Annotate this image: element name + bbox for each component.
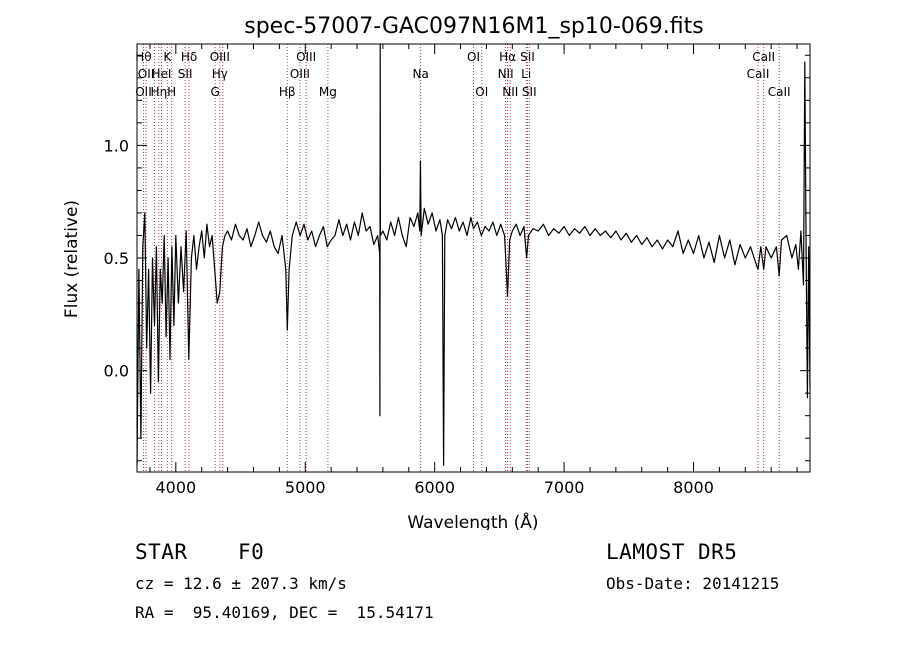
spectral-line-label: K — [163, 50, 172, 64]
spectral-line-label: Li — [521, 67, 531, 81]
spectral-line-label: G — [211, 85, 220, 99]
y-tick-label: 1.0 — [104, 136, 129, 155]
spectral-line-label: SII — [520, 50, 535, 64]
spectrum-chart: spec-57007-GAC097N16M1_sp10-069.fits Hθ O… — [62, 14, 811, 530]
axes: 4000 5000 6000 7000 8000 0.0 0.5 1.0 — [104, 44, 810, 497]
coordinates: RA = 95.40169, DEC = 15.54171 — [135, 603, 434, 622]
spectral-line-label: OI — [475, 85, 488, 99]
spectral-line-label: CaII — [752, 50, 775, 64]
spectral-line-label: Na — [413, 67, 429, 81]
spectral-line-label: CaII — [747, 67, 770, 81]
spectral-line-label: HeI — [151, 67, 171, 81]
spectral-line-label: NII — [502, 85, 518, 99]
spectral-line-label: SII — [178, 67, 193, 81]
spectral-line-markers: HθOIIOIIHηHeIKHSIIHδGOIIIHγHβOIIIOIIIMgN… — [135, 44, 791, 472]
spectral-line-label: OI — [467, 50, 480, 64]
x-tick-label: 4000 — [155, 478, 196, 497]
spectral-line-label: H — [167, 85, 176, 99]
spectral-line-label: Hγ — [212, 67, 228, 81]
object-subclass: F0 — [238, 540, 265, 564]
x-tick-label: 6000 — [414, 478, 455, 497]
spectral-line-label: Hβ — [279, 85, 296, 99]
y-axis-label: Flux (relative) — [62, 200, 82, 318]
spectrum-line — [136, 43, 811, 466]
spectral-line-label: OIII — [290, 67, 310, 81]
spectral-line-label: NII — [498, 67, 514, 81]
plot-frame — [136, 43, 811, 473]
spectrum-series — [136, 43, 811, 466]
spectral-line-label: OIII — [296, 50, 316, 64]
spectral-line-label: Hθ — [135, 50, 151, 64]
spectral-line-label: Hδ — [181, 50, 197, 64]
x-tick-label: 7000 — [544, 478, 585, 497]
spectral-line-label: SII — [522, 85, 537, 99]
spectral-line-label: Mg — [319, 85, 337, 99]
spectral-line-label: OII — [135, 85, 152, 99]
x-tick-label: 5000 — [285, 478, 326, 497]
chart-title: spec-57007-GAC097N16M1_sp10-069.fits — [244, 14, 704, 39]
spectral-line-label: Hα — [499, 50, 516, 64]
redshift-readout: cz = 12.6 ± 207.3 km/s — [135, 574, 347, 593]
y-tick-label: 0.5 — [104, 249, 129, 268]
spectral-line-label: CaII — [768, 85, 791, 99]
spectral-line-label: Hη — [151, 85, 168, 99]
object-class: STAR — [135, 540, 188, 564]
x-tick-label: 8000 — [673, 478, 714, 497]
y-tick-label: 0.0 — [104, 362, 129, 381]
spectral-line-label: OIII — [210, 50, 230, 64]
survey-name: LAMOST DR5 — [606, 540, 738, 564]
obs-date: Obs-Date: 20141215 — [606, 574, 780, 593]
x-axis-label: Wavelength (Å) — [407, 511, 538, 530]
